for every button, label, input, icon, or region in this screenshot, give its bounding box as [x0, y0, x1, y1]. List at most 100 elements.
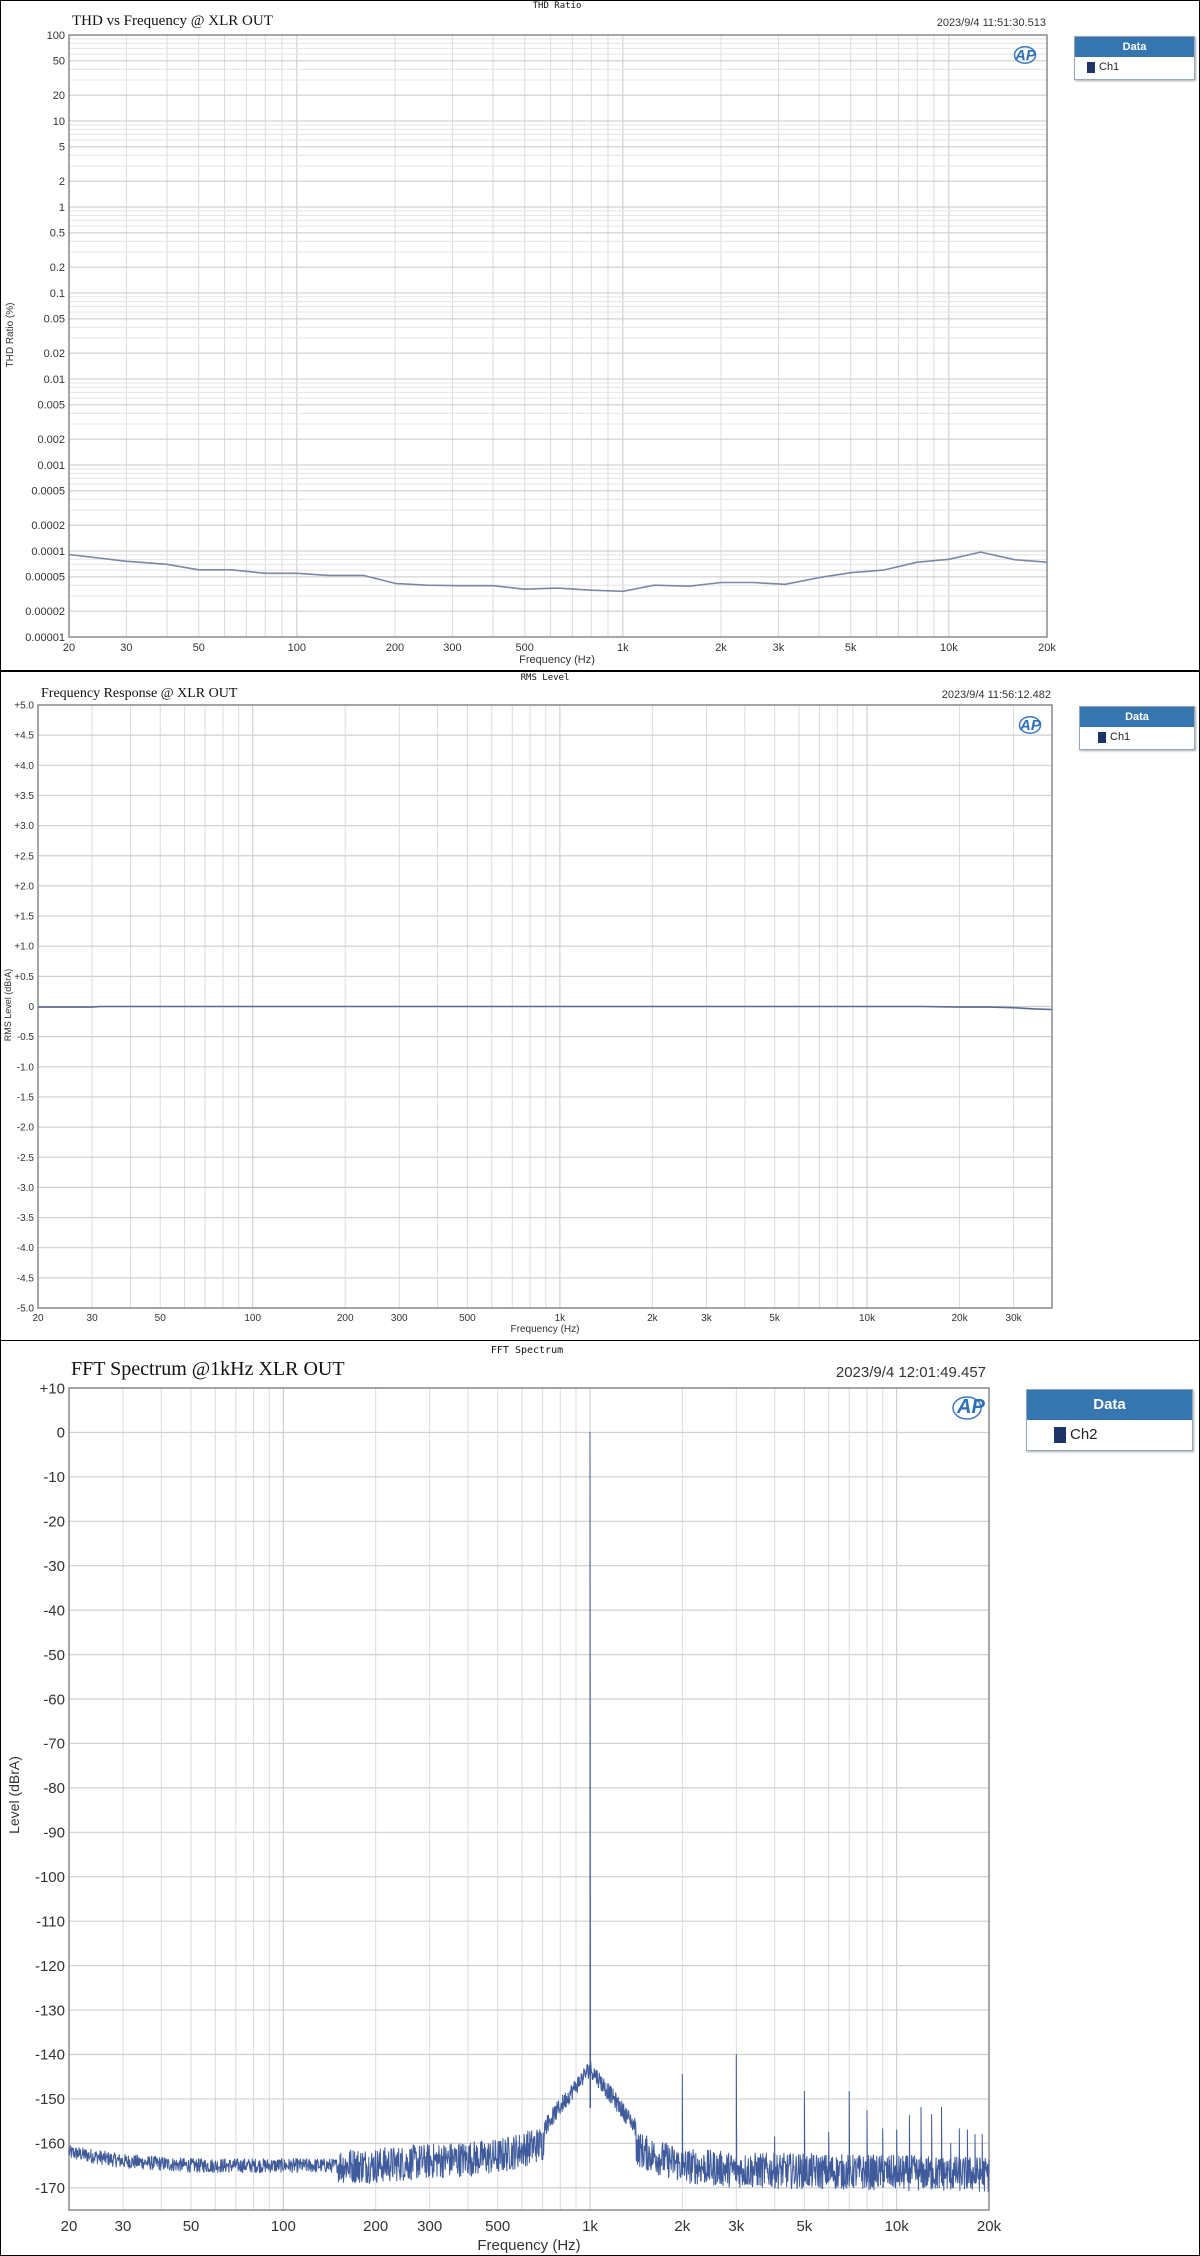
legend-item-label: Ch1 — [1099, 61, 1120, 73]
chart-1: 20 30 50 100 200 300 500 1k 2k 3k 5k 10k 20k 30k +5.0 +… — [3, 701, 1053, 1335]
legend: Data Ch1 — [1079, 706, 1195, 750]
y-tick-label: 20 — [53, 90, 65, 102]
x-tick-label: 300 — [391, 1313, 408, 1324]
series-swatch-icon — [1054, 1426, 1066, 1443]
y-tick-label: -140 — [35, 2047, 65, 2064]
x-tick-label: 20 — [63, 642, 75, 654]
y-tick-label: -120 — [35, 1958, 65, 1975]
y-tick-label: -5.0 — [17, 1304, 35, 1315]
x-tick-label: 30 — [120, 642, 132, 654]
legend-item[interactable]: Ch1 — [1080, 727, 1194, 747]
x-axis-label: Frequency (Hz) — [477, 2237, 580, 2254]
x-tick-label: 100 — [244, 1313, 261, 1324]
x-tick-label: 1k — [582, 2218, 598, 2235]
y-tick-label: +3.5 — [14, 791, 34, 802]
y-tick-label: 0.0001 — [31, 546, 65, 558]
legend-item-label: Ch1 — [1110, 731, 1131, 743]
x-tick-label: 500 — [485, 2218, 510, 2235]
y-tick-label: -2.5 — [17, 1153, 35, 1164]
y-tick-label: -2.0 — [17, 1123, 35, 1134]
y-tick-label: 0 — [28, 1002, 34, 1013]
chart-timestamp: 2023/9/4 12:01:49.457 — [835, 1364, 986, 1381]
y-tick-label: +4.5 — [14, 731, 34, 742]
legend-title: Data — [1027, 1390, 1192, 1420]
legend: Data Ch1 — [1074, 36, 1195, 80]
y-tick-label: 0.001 — [37, 460, 65, 472]
legend: Data Ch2 — [1026, 1389, 1193, 1451]
x-tick-label: 300 — [443, 642, 461, 654]
y-tick-label: +0.5 — [14, 972, 34, 983]
y-tick-label: 0.05 — [44, 314, 65, 326]
ap-logo-ring — [1013, 46, 1037, 64]
y-tick-label: +5.0 — [14, 701, 34, 712]
x-tick-label: 50 — [183, 2218, 200, 2235]
y-tick-label: -10 — [43, 1469, 65, 1486]
x-tick-label: 20 — [61, 2218, 78, 2235]
ap-logo-icon: AP — [952, 1396, 985, 1420]
y-tick-label: 0.1 — [50, 288, 65, 300]
x-tick-label: 50 — [193, 642, 205, 654]
y-tick-label: 50 — [53, 56, 65, 68]
x-tick-label: 5k — [769, 1313, 781, 1324]
legend-item[interactable]: Ch1 — [1075, 57, 1194, 77]
x-tick-label: 30 — [115, 2218, 132, 2235]
y-tick-label: 0.00001 — [25, 632, 65, 644]
legend-item[interactable]: Ch2 — [1027, 1420, 1192, 1449]
x-tick-label: 50 — [155, 1313, 167, 1324]
x-tick-label: 500 — [459, 1313, 476, 1324]
y-tick-label: -4.0 — [17, 1243, 35, 1254]
y-tick-label: -70 — [43, 1736, 65, 1753]
chart-0: 20 30 50 100 200 300 500 1k 2k 3k 5k 10k 20k 100 50 20 1… — [5, 30, 1056, 666]
y-tick-label: 100 — [47, 30, 65, 42]
x-tick-label: 1k — [555, 1313, 567, 1324]
y-tick-label: -1.5 — [17, 1092, 35, 1103]
ap-logo-text: AP — [956, 1396, 985, 1418]
y-tick-label: -80 — [43, 1780, 65, 1797]
x-tick-label: 30k — [1006, 1313, 1023, 1324]
y-tick-label: +2.0 — [14, 881, 34, 892]
plot-area — [69, 35, 1047, 637]
y-tick-label: -110 — [36, 1913, 65, 1930]
y-tick-label: -3.5 — [17, 1213, 35, 1224]
x-tick-label: 1k — [617, 642, 629, 654]
x-tick-label: 10k — [885, 2218, 910, 2235]
series-line-ch1 — [38, 1005, 1053, 1011]
x-tick-label: 20k — [977, 2218, 1002, 2235]
y-tick-label: +1.0 — [14, 942, 34, 953]
x-tick-label: 3k — [728, 2218, 744, 2235]
x-tick-label: 200 — [337, 1313, 354, 1324]
x-tick-label: 100 — [271, 2218, 296, 2235]
x-tick-label: 500 — [516, 642, 534, 654]
y-tick-label: -60 — [43, 1691, 65, 1708]
ap-logo-icon: AP — [1013, 46, 1037, 64]
y-axis-label: Level (dBrA) — [6, 1756, 22, 1834]
y-tick-label: -20 — [43, 1514, 65, 1531]
ap-logo-ring — [952, 1396, 982, 1420]
y-tick-label: 0.0002 — [31, 520, 65, 532]
plot-frame — [68, 34, 1048, 638]
ap-logo-text: AP — [1019, 717, 1042, 734]
y-tick-label: 1 — [59, 202, 65, 214]
x-tick-label: 2k — [674, 2218, 690, 2235]
chart-title: Frequency Response @ XLR OUT — [41, 686, 238, 701]
legend-item-label: Ch2 — [1070, 1426, 1098, 1443]
legend-title: Data — [1075, 37, 1194, 57]
y-tick-label: 0.0005 — [31, 486, 65, 498]
x-tick-label: 300 — [417, 2218, 442, 2235]
x-tick-label: 2k — [647, 1313, 659, 1324]
y-tick-label: 2 — [59, 176, 65, 188]
y-tick-label: +3.0 — [14, 821, 34, 832]
series-line-ch1 — [68, 551, 1048, 593]
y-tick-label: -100 — [35, 1869, 65, 1886]
y-tick-label: -3.0 — [17, 1183, 35, 1194]
y-tick-label: 0.00002 — [25, 606, 65, 618]
y-tick-label: 0.005 — [37, 400, 65, 412]
x-tick-label: 10k — [859, 1313, 876, 1324]
x-tick-label: 200 — [363, 2218, 388, 2235]
chart-title: THD vs Frequency @ XLR OUT — [72, 13, 273, 29]
x-tick-label: 200 — [386, 642, 404, 654]
y-tick-label: +10 — [40, 1380, 65, 1397]
legend-title: Data — [1080, 707, 1194, 727]
chart-2: 20 30 50 100 200 300 500 1k 2k 3k 5k 10k 20k +10 0 -10 -… — [6, 1380, 1002, 2254]
